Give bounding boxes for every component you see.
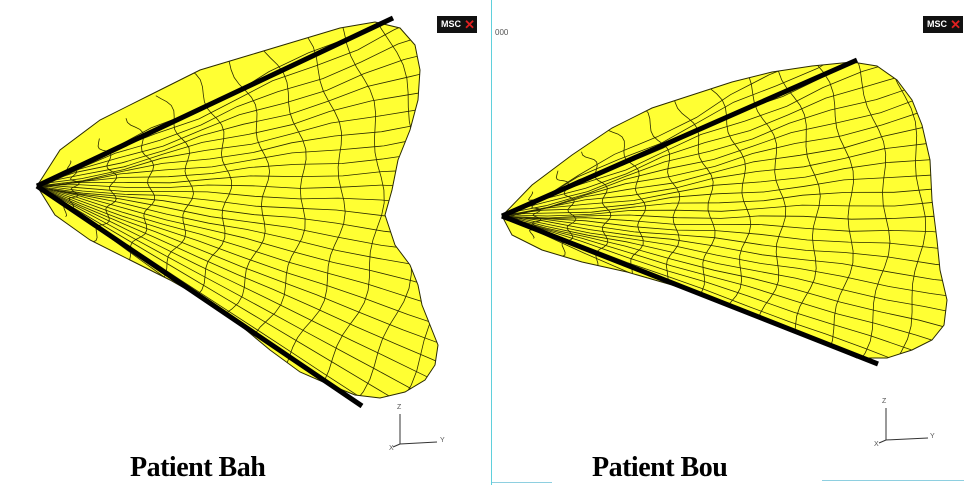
mesh-radial-line xyxy=(502,214,947,221)
guide-line-upper-left xyxy=(35,15,395,189)
mesh-radial-line xyxy=(37,183,438,209)
caption-patient-bah: Patient Bah xyxy=(130,452,266,483)
mesh-radial-line xyxy=(39,187,438,275)
mesh-ring-line xyxy=(168,69,233,328)
mesh-radial-line xyxy=(504,217,947,255)
mesh-radial-line xyxy=(38,22,438,188)
mesh-radial-line xyxy=(37,81,438,185)
mesh-radial-line xyxy=(502,213,947,308)
mesh-radial-line xyxy=(38,186,438,314)
mesh-ring-line xyxy=(581,151,612,276)
guide-line-lower-left xyxy=(35,183,364,409)
caption-patient-bou: Patient Bou xyxy=(592,452,728,483)
mesh-grid-left xyxy=(37,22,438,398)
mesh-radial-line xyxy=(502,214,947,328)
axis-label-y-right: Y xyxy=(930,433,935,440)
mesh-radial-line xyxy=(503,216,947,272)
mesh-ring-line xyxy=(218,23,307,382)
mesh-radial-line xyxy=(39,187,438,398)
guide-line-lower-right xyxy=(501,213,879,367)
mesh-radial-line xyxy=(37,37,438,186)
mesh-surface-left xyxy=(37,22,438,398)
mesh-ring-line xyxy=(607,129,647,297)
msc-logo: MSC ✕ xyxy=(437,16,477,33)
mesh-radial-line xyxy=(39,143,438,189)
mesh-ring-line xyxy=(139,95,194,297)
mesh-radial-line xyxy=(38,164,438,188)
mesh-surface-right xyxy=(502,62,947,358)
mesh-radial-line xyxy=(502,62,947,217)
guide-line-upper-right xyxy=(500,57,859,219)
mesh-radial-line xyxy=(39,22,438,189)
frame-edge xyxy=(492,482,552,483)
mesh-radial-line xyxy=(37,184,438,232)
frame-edge xyxy=(822,480,964,481)
mesh-radial-line xyxy=(37,103,438,187)
axis-label-y: Y xyxy=(440,437,445,444)
mesh-ring-line xyxy=(195,44,271,357)
corner-text: 000 xyxy=(495,28,509,37)
mesh-ring-line xyxy=(828,62,927,358)
mesh-radial-line xyxy=(504,217,947,238)
mesh-radial-line xyxy=(502,214,947,289)
axis-label-x-right: X xyxy=(874,441,879,448)
mesh-radial-line xyxy=(37,185,438,398)
mesh-ring-line xyxy=(242,22,346,398)
mesh-radial-line xyxy=(503,62,947,218)
axis-label-z-right: Z xyxy=(882,398,887,405)
left-mesh-view xyxy=(35,15,439,448)
mesh-radial-line xyxy=(39,187,438,294)
mesh-radial-line xyxy=(37,184,438,190)
panel-divider xyxy=(491,0,492,485)
mesh-radial-line xyxy=(37,59,438,185)
right-mesh-view xyxy=(500,57,948,444)
axis-triad-left xyxy=(392,414,438,448)
axis-label-x: X xyxy=(389,445,394,452)
axis-label-z: Z xyxy=(397,404,402,411)
mesh-radial-line xyxy=(37,184,438,378)
left-viewport: MSC ✕ Z Y X Patient Bah xyxy=(35,15,477,483)
mesh-radial-line xyxy=(37,186,438,398)
mesh-radial-line xyxy=(504,62,947,218)
axis-triad-right xyxy=(878,408,929,444)
mesh-radial-line xyxy=(37,185,438,254)
mesh-ring-line xyxy=(270,22,385,398)
mesh-ring-line xyxy=(804,62,891,358)
mesh-radial-line xyxy=(504,217,947,358)
msc-logo-right: MSC ✕ xyxy=(923,16,963,33)
right-viewport: 000 MSC ✕ Z Y X Patient Bou xyxy=(492,0,964,485)
mesh-radial-line xyxy=(39,124,438,188)
mesh-radial-line xyxy=(502,215,947,346)
mesh-radial-line xyxy=(37,183,438,356)
